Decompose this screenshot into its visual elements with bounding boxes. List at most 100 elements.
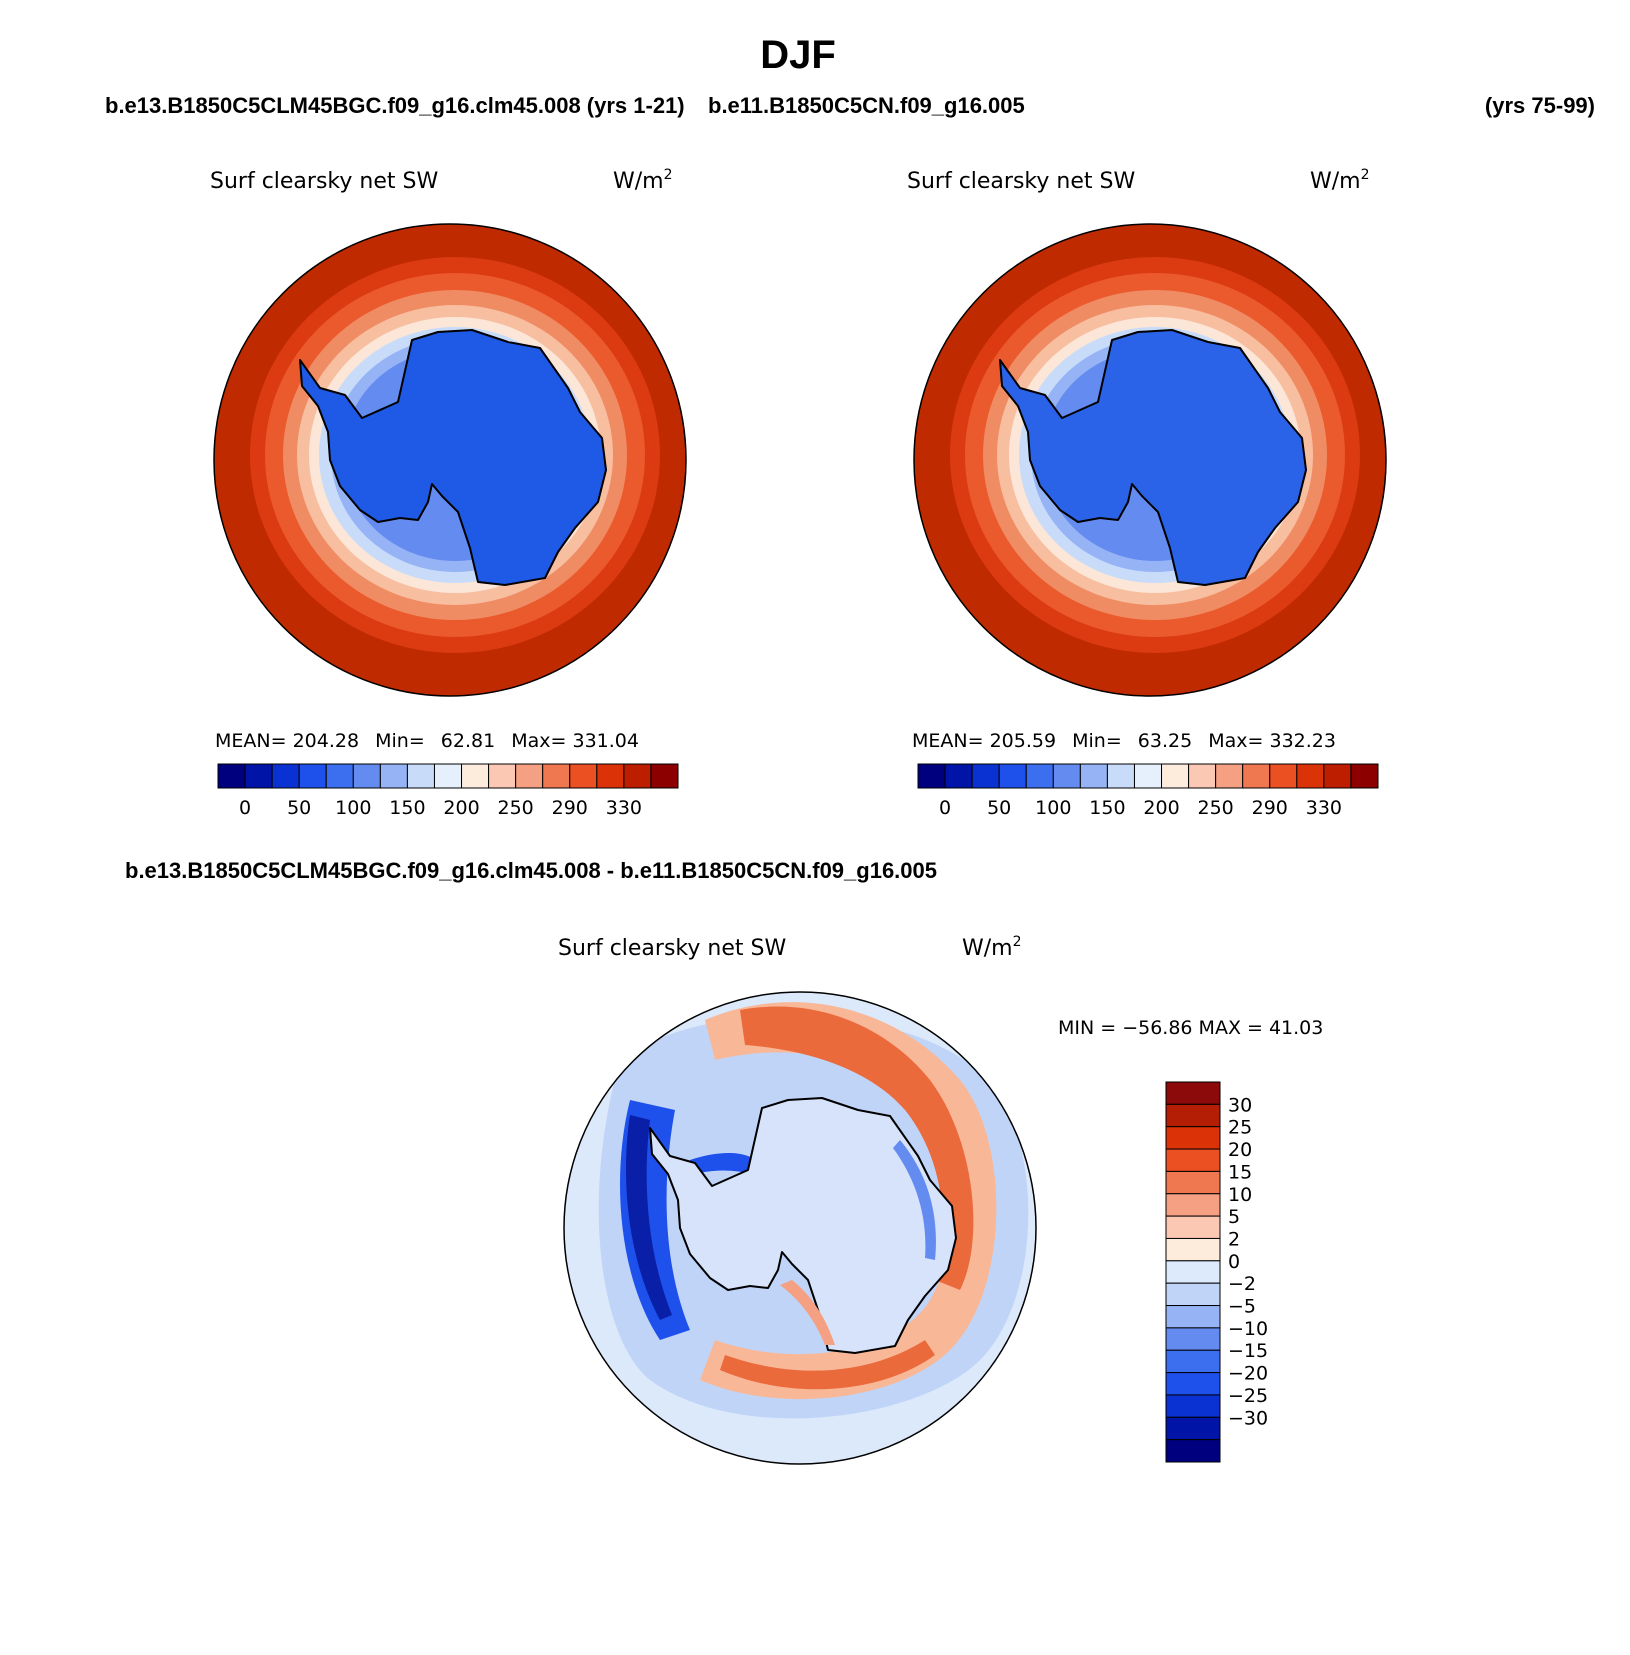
- panel-b-mean: 205.59: [990, 730, 1056, 752]
- colorbar-difference-swatch: [1165, 1148, 1221, 1172]
- colorbar-difference-tick-label: −30: [1228, 1407, 1268, 1429]
- diff-minmax: MIN = −56.86 MAX = 41.03: [1058, 1017, 1323, 1039]
- colorbar-case1-swatch: [515, 763, 544, 789]
- panel-a-units-exp: 2: [664, 167, 673, 183]
- case2-label: b.e11.B1850C5CN.f09_g16.005: [708, 93, 1025, 118]
- panel-a-units-base: W/m: [613, 169, 664, 194]
- colorbar-case1-swatch: [379, 763, 408, 789]
- map-diff-interior-warm-patch: [780, 1280, 835, 1345]
- colorbar-case1-swatch: [488, 763, 517, 789]
- map-case2-border: [913, 223, 1387, 697]
- colorbar-case1-swatch: [433, 763, 463, 789]
- colorbar-case2-swatch: [1296, 763, 1325, 789]
- colorbar-difference-swatch: [1165, 1416, 1221, 1441]
- colorbar-case2-swatch: [1215, 763, 1244, 789]
- colorbar-difference-tick-label: −25: [1228, 1385, 1268, 1407]
- colorbar-case2-swatch: [1106, 763, 1135, 789]
- colorbar-case2-swatch: [1161, 763, 1190, 789]
- colorbar-case2-swatch: [1242, 763, 1271, 789]
- colorbar-case2-swatch: [1323, 763, 1352, 789]
- colorbar-case1-tick-label: 200: [443, 797, 479, 819]
- colorbar-case2-swatch: [917, 763, 946, 789]
- map-diff-negative-north: [690, 1153, 760, 1175]
- colorbar-case1-swatch: [298, 763, 327, 789]
- diff-variable: Surf clearsky net SW: [558, 936, 786, 961]
- colorbar-difference-tick-label: 20: [1228, 1139, 1252, 1161]
- colorbar-case1-swatch: [596, 763, 625, 789]
- colorbar-case2-tick-label: 290: [1252, 797, 1288, 819]
- colorbar-difference-swatch: [1165, 1237, 1221, 1262]
- colorbar-case1-swatch: [271, 763, 300, 789]
- colorbar-case2-swatch: [1079, 763, 1108, 789]
- colorbar-difference-swatch: [1165, 1305, 1221, 1329]
- colorbar-case2: 0 50 100 150 200 250 290 330: [917, 763, 1379, 819]
- map-case2-antarctica: [999, 329, 1307, 586]
- panel-b-stats: MEAN= 205.59 Min= 63.25 Max= 332.23: [912, 730, 1336, 752]
- panel-b-units-base: W/m: [1310, 169, 1361, 194]
- colorbar-difference-tick-label: −10: [1228, 1318, 1268, 1340]
- colorbar-difference-tick-label: 30: [1228, 1094, 1252, 1116]
- colorbar-difference-tick-label: 10: [1228, 1184, 1252, 1206]
- panel-a-max: 331.04: [573, 730, 639, 752]
- colorbar-difference-tick-label: 25: [1228, 1117, 1252, 1139]
- panel-b-variable: Surf clearsky net SW: [907, 169, 1135, 194]
- colorbar-case1-swatch: [542, 763, 571, 789]
- colorbar-case2-swatch: [1350, 763, 1379, 789]
- panel-b-mean-label: MEAN=: [912, 730, 984, 752]
- colorbar-difference-swatch: [1165, 1260, 1221, 1284]
- map-case1-antarctica: [299, 329, 607, 586]
- panel-a-units: W/m2: [613, 167, 673, 194]
- colorbar-case2-tick-label: 100: [1035, 797, 1071, 819]
- colorbar-difference-tick-label: 2: [1228, 1228, 1240, 1250]
- colorbar-case2-tick-label: 200: [1143, 797, 1179, 819]
- colorbar-case2-tick-label: 150: [1089, 797, 1125, 819]
- map-diff-positive-ring-strong: [740, 1006, 974, 1290]
- colorbar-case1-tick-label: 100: [335, 797, 371, 819]
- colorbar-difference-swatch: [1165, 1126, 1221, 1150]
- colorbar-case1-swatch: [217, 763, 246, 789]
- panel-b-min: 63.25: [1138, 730, 1192, 752]
- diff-units-exp: 2: [1013, 934, 1022, 950]
- colorbar-case2-swatch: [1133, 763, 1163, 789]
- colorbar-difference-swatch: [1165, 1327, 1221, 1351]
- colorbar-difference-swatch: [1165, 1170, 1221, 1195]
- colorbar-case1-swatch: [650, 763, 679, 789]
- colorbar-case2-tick-label: 50: [987, 797, 1011, 819]
- colorbar-case2-swatch: [1025, 763, 1054, 789]
- colorbar-difference-swatch: [1165, 1215, 1221, 1239]
- panel-a-min: 62.81: [441, 730, 495, 752]
- colorbar-case2-swatch: [998, 763, 1027, 789]
- map-diff-ice-negative-edge: [893, 1140, 936, 1260]
- colorbar-case1-swatch: [325, 763, 354, 789]
- colorbar-difference-tick-label: 15: [1228, 1161, 1252, 1183]
- colorbar-case2-swatch: [1269, 763, 1298, 789]
- diff-units: W/m2: [962, 934, 1022, 961]
- panel-b-min-label: Min=: [1072, 730, 1122, 752]
- colorbar-difference-tick-label: −5: [1228, 1296, 1256, 1318]
- colorbar-case2-swatch: [971, 763, 1000, 789]
- colorbar-difference-tick-label: 5: [1228, 1206, 1240, 1228]
- map-case1-border: [213, 223, 687, 697]
- colorbar-case1-tick-label: 250: [498, 797, 534, 819]
- colorbar-case1-tick-label: 330: [606, 797, 642, 819]
- map-difference: [564, 992, 1036, 1464]
- panel-b-units-exp: 2: [1361, 167, 1370, 183]
- colorbar-case1-tick-label: 290: [552, 797, 588, 819]
- map-diff-antarctica: [649, 1097, 957, 1354]
- diff-units-base: W/m: [962, 936, 1013, 961]
- colorbar-case1-swatch: [569, 763, 598, 789]
- panel-a-mean: 204.28: [293, 730, 359, 752]
- colorbar-case1-swatch: [461, 763, 490, 789]
- diff-label: b.e13.B1850C5CLM45BGC.f09_g16.clm45.008 …: [125, 858, 937, 883]
- colorbar-case1-tick-label: 150: [389, 797, 425, 819]
- panel-a-variable: Surf clearsky net SW: [210, 169, 438, 194]
- colorbar-difference-swatch: [1165, 1349, 1221, 1374]
- case1-label: b.e13.B1850C5CLM45BGC.f09_g16.clm45.008 …: [105, 93, 685, 118]
- colorbar-difference-swatch: [1165, 1282, 1221, 1307]
- colorbar-case1-swatch: [406, 763, 435, 789]
- map-diff-positive-south: [720, 1340, 935, 1390]
- map-case1: [214, 224, 686, 696]
- panel-b-max-label: Max=: [1208, 730, 1263, 752]
- panel-a-max-label: Max=: [511, 730, 566, 752]
